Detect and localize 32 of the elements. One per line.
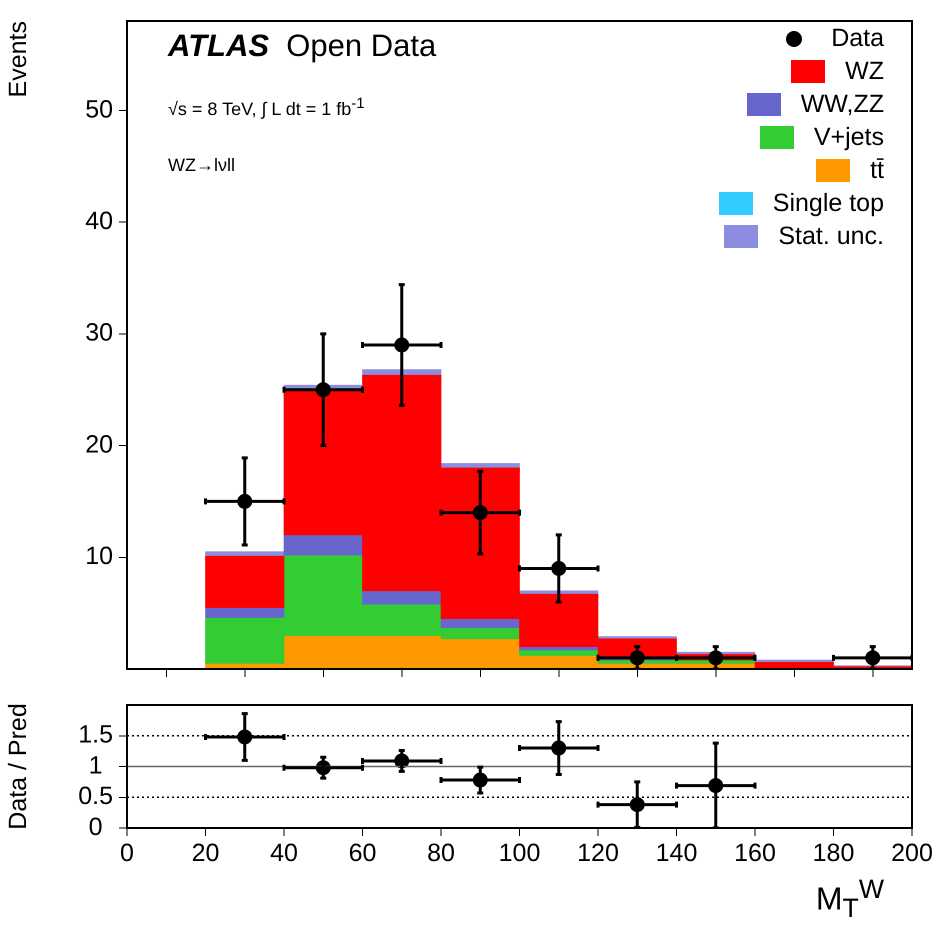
x-tick-label: 160 (734, 838, 776, 867)
annotation: WZ→lνll (168, 155, 235, 176)
x-tick-label: 80 (427, 838, 455, 867)
chart-title: ATLAS Open Data (168, 28, 436, 64)
legend-label: Stat. unc. (778, 221, 884, 252)
x-tick-label: 20 (192, 838, 220, 867)
y-axis-title: Data / Pred (4, 703, 32, 830)
legend-label: tt̄ (870, 155, 884, 186)
y-axis-title: Events (4, 21, 32, 98)
y-tick-label: 30 (85, 318, 113, 347)
y-tick-label: 10 (85, 542, 113, 570)
x-tick-label: 200 (891, 838, 933, 867)
legend-label: Single top (772, 188, 884, 219)
x-tick-label: 100 (498, 838, 540, 867)
x-tick-label: 120 (577, 838, 619, 867)
y-tick-label: 1 (88, 751, 103, 780)
text: √s = 8 TeV, ∫ L dt = 1 fb$^{-1}$ (168, 95, 365, 120)
x-tick-label: 40 (270, 838, 298, 867)
y-tick-label: 50 (85, 95, 113, 124)
legend-label: V+jets (814, 122, 884, 153)
x-tick-label: 0 (120, 838, 134, 867)
y-tick-label: 20 (85, 430, 113, 458)
y-tick-label: 0 (88, 812, 103, 841)
legend-label: WZ (845, 56, 884, 87)
legend-label: Data (831, 23, 884, 54)
legend-label: WW,ZZ (800, 89, 884, 120)
y-tick-label: 40 (85, 206, 113, 235)
y-tick-label: 1.5 (78, 720, 114, 749)
y-tick-label: 0.5 (78, 782, 114, 810)
x-tick-label: 180 (812, 838, 854, 867)
x-tick-label: 140 (656, 838, 698, 867)
x-tick-label: 60 (348, 838, 376, 867)
